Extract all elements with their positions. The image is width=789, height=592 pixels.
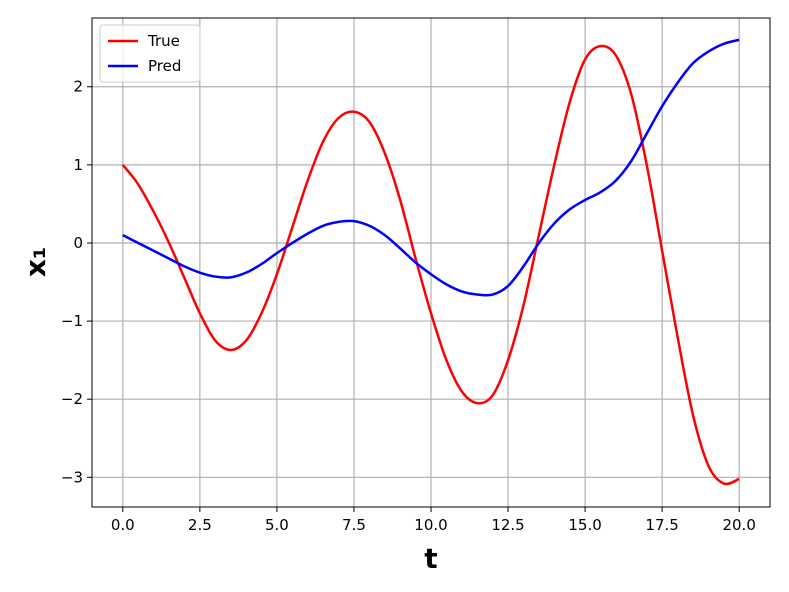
x-tick-label: 12.5 — [491, 516, 524, 534]
line-series — [122, 38, 740, 297]
legend: True Pred — [99, 24, 201, 83]
x-tick-label: 15.0 — [568, 516, 601, 534]
x-tick-label: 17.5 — [645, 516, 678, 534]
y-tick-label: 0 — [73, 234, 83, 252]
x-tick-label: 20.0 — [722, 516, 755, 534]
y-tick-label: −2 — [61, 390, 83, 408]
y-tick-label: −1 — [61, 312, 83, 330]
y-tick-label: −3 — [61, 468, 83, 486]
x-tick-label: 7.5 — [342, 516, 366, 534]
y-tick-label: 2 — [73, 78, 83, 96]
x-tick-label: 10.0 — [414, 516, 447, 534]
plot-frame — [91, 17, 771, 508]
x-tick-label: 0.0 — [111, 516, 135, 534]
y-tick-label: 1 — [73, 156, 83, 174]
legend-box — [99, 24, 201, 83]
x-tick-label: 5.0 — [265, 516, 289, 534]
legend-label: Pred — [148, 57, 181, 75]
x-axis-label: t — [424, 542, 437, 575]
x-tick-label: 2.5 — [188, 516, 212, 534]
line-series — [121, 44, 740, 486]
legend-label: True — [147, 32, 180, 50]
y-axis-label: x₁ — [19, 247, 52, 277]
